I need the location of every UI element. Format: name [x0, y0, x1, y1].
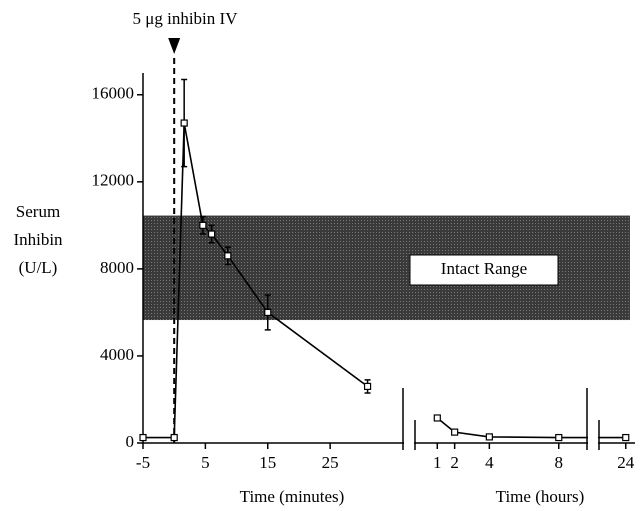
x-axis-label: Time (minutes) [240, 487, 345, 506]
x-tick-label: 25 [322, 453, 339, 472]
y-axis-label: Serum [16, 202, 60, 221]
y-axis-label: Inhibin [13, 230, 63, 249]
data-point [363, 382, 372, 391]
axis-break-gap [404, 385, 414, 451]
y-tick-label: 8000 [100, 258, 134, 277]
data-point [170, 433, 178, 442]
x-tick-label: 8 [555, 453, 564, 472]
band-label: Intact Range [441, 259, 527, 278]
x-tick-label: 15 [259, 453, 276, 472]
data-point [622, 433, 630, 442]
y-tick-label: 4000 [100, 345, 134, 364]
data-line [143, 122, 369, 439]
data-point [224, 252, 232, 260]
axis-break-gap [588, 385, 598, 451]
data-point [485, 433, 493, 441]
band-label-box [409, 254, 559, 286]
x-tick-label: 2 [450, 453, 459, 472]
x-tick-label: 1 [433, 453, 442, 472]
annotation: 5 μg inhibin IV [133, 9, 239, 28]
data-point [264, 308, 272, 317]
y-tick-label: 16000 [92, 84, 135, 103]
data-point [451, 428, 459, 436]
y-tick-label: 0 [126, 432, 135, 451]
data-point [139, 433, 147, 442]
data-point [208, 230, 216, 238]
y-axis-label: (U/L) [19, 258, 58, 277]
data-point [433, 414, 441, 422]
x-tick-label: -5 [136, 453, 150, 472]
y-tick-label: 12000 [92, 171, 135, 190]
dose-arrow [168, 38, 181, 54]
x-tick-label: 5 [201, 453, 210, 472]
x-axis-label: Time (hours) [496, 487, 585, 506]
x-tick-label: 4 [485, 453, 494, 472]
data-point [199, 221, 207, 229]
data-point [555, 433, 563, 442]
x-tick-label: 24 [617, 453, 635, 472]
data-point [180, 119, 188, 127]
